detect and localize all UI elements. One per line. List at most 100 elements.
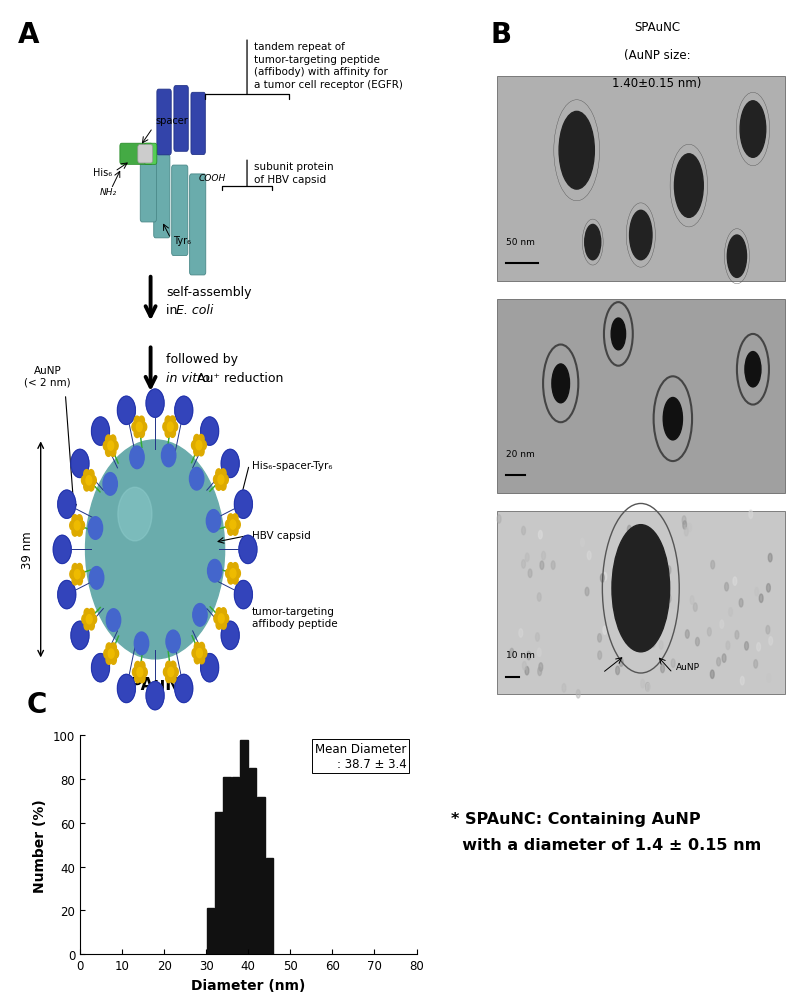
Circle shape xyxy=(166,674,171,683)
Circle shape xyxy=(142,668,147,677)
Circle shape xyxy=(194,447,199,456)
Circle shape xyxy=(195,643,200,652)
Circle shape xyxy=(135,662,140,671)
Text: in vitro: in vitro xyxy=(167,372,210,385)
Text: spacer: spacer xyxy=(155,116,187,126)
Circle shape xyxy=(638,577,642,585)
Circle shape xyxy=(640,546,643,555)
Circle shape xyxy=(141,422,147,432)
Bar xyxy=(223,777,231,954)
Text: SPAuNC: SPAuNC xyxy=(634,21,680,34)
Circle shape xyxy=(541,552,545,561)
Circle shape xyxy=(108,649,114,659)
Circle shape xyxy=(630,211,652,260)
Circle shape xyxy=(134,416,140,425)
Circle shape xyxy=(755,587,759,596)
Circle shape xyxy=(132,422,138,432)
Circle shape xyxy=(576,690,580,699)
Circle shape xyxy=(199,447,204,456)
Circle shape xyxy=(525,554,529,562)
Circle shape xyxy=(527,652,530,660)
Circle shape xyxy=(227,576,234,584)
Circle shape xyxy=(663,398,682,440)
Bar xyxy=(207,909,214,954)
Circle shape xyxy=(695,638,699,646)
Circle shape xyxy=(130,446,144,469)
Circle shape xyxy=(170,674,176,683)
Text: AuNP: AuNP xyxy=(676,663,700,672)
Circle shape xyxy=(539,663,543,672)
Circle shape xyxy=(740,101,766,158)
Circle shape xyxy=(191,441,197,450)
FancyBboxPatch shape xyxy=(157,90,171,156)
Bar xyxy=(497,77,785,281)
Circle shape xyxy=(235,570,240,579)
Circle shape xyxy=(88,482,94,491)
Circle shape xyxy=(107,609,121,632)
Circle shape xyxy=(86,476,92,485)
X-axis label: Diameter (nm): Diameter (nm) xyxy=(191,978,305,992)
Text: followed by: followed by xyxy=(167,353,238,366)
Text: His₆-spacer-Tyr₆: His₆-spacer-Tyr₆ xyxy=(252,460,332,470)
Circle shape xyxy=(192,649,198,658)
Circle shape xyxy=(754,660,758,668)
Circle shape xyxy=(91,417,110,445)
Circle shape xyxy=(196,441,202,450)
Circle shape xyxy=(113,649,119,659)
FancyBboxPatch shape xyxy=(174,86,188,152)
Circle shape xyxy=(690,596,694,604)
Circle shape xyxy=(89,609,95,618)
Text: 39 nm: 39 nm xyxy=(21,531,34,569)
Circle shape xyxy=(70,571,75,580)
Circle shape xyxy=(74,521,80,531)
Circle shape xyxy=(223,614,228,623)
Circle shape xyxy=(163,422,169,431)
FancyBboxPatch shape xyxy=(140,150,156,223)
Circle shape xyxy=(215,481,222,491)
Circle shape xyxy=(82,476,87,485)
Circle shape xyxy=(769,637,773,645)
Circle shape xyxy=(106,447,111,457)
FancyBboxPatch shape xyxy=(190,175,206,275)
Circle shape xyxy=(627,526,631,535)
Circle shape xyxy=(77,564,83,574)
Circle shape xyxy=(226,570,231,579)
Circle shape xyxy=(232,576,238,584)
Circle shape xyxy=(135,674,140,683)
Circle shape xyxy=(232,514,238,524)
Text: in: in xyxy=(167,303,182,316)
Circle shape xyxy=(196,649,203,658)
Circle shape xyxy=(510,649,513,657)
Circle shape xyxy=(540,562,544,570)
Circle shape xyxy=(201,649,207,658)
Circle shape xyxy=(232,563,238,573)
Circle shape xyxy=(219,614,224,623)
Circle shape xyxy=(170,428,175,438)
Circle shape xyxy=(603,573,606,581)
Circle shape xyxy=(118,488,152,542)
Circle shape xyxy=(199,435,204,444)
Circle shape xyxy=(611,319,626,351)
FancyBboxPatch shape xyxy=(138,145,153,164)
Circle shape xyxy=(226,521,231,530)
Circle shape xyxy=(739,599,743,607)
Text: 1.40±0.15 nm): 1.40±0.15 nm) xyxy=(612,77,702,90)
Circle shape xyxy=(586,587,589,596)
Circle shape xyxy=(103,441,109,451)
Circle shape xyxy=(537,593,541,601)
Circle shape xyxy=(106,435,111,444)
Circle shape xyxy=(89,621,95,630)
Circle shape xyxy=(641,680,645,688)
Text: COOH: COOH xyxy=(199,174,226,183)
Text: B: B xyxy=(490,21,511,49)
Circle shape xyxy=(239,536,257,564)
Text: Au⁺ reduction: Au⁺ reduction xyxy=(193,372,284,385)
Circle shape xyxy=(671,659,675,668)
Circle shape xyxy=(111,655,116,665)
Text: A: A xyxy=(18,21,40,49)
Circle shape xyxy=(559,112,594,190)
Circle shape xyxy=(767,584,771,592)
Circle shape xyxy=(190,468,203,490)
Circle shape xyxy=(72,515,78,525)
Bar xyxy=(249,768,256,954)
